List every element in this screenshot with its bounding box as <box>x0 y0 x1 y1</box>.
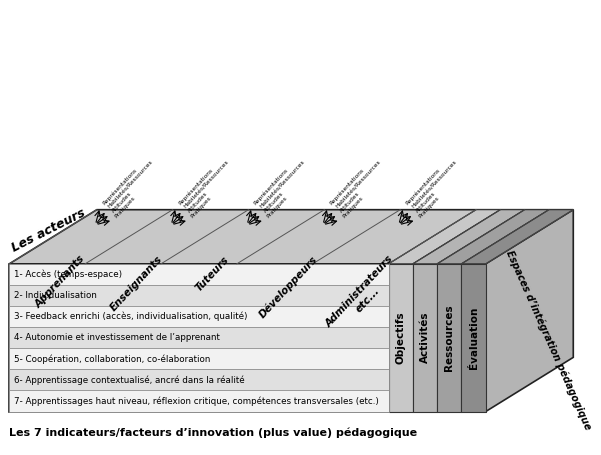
Polygon shape <box>437 210 549 264</box>
Text: Tuteurs: Tuteurs <box>194 254 231 293</box>
Text: Représentations: Représentations <box>329 167 365 206</box>
Text: 5- Coopération, collaboration, co-élaboration: 5- Coopération, collaboration, co-élabor… <box>14 354 210 364</box>
Text: Pratiques: Pratiques <box>341 195 364 219</box>
Text: Habiletés/Ressources: Habiletés/Ressources <box>411 159 458 209</box>
Polygon shape <box>9 264 388 285</box>
Text: Représentations: Représentations <box>101 167 138 206</box>
Polygon shape <box>9 369 388 390</box>
Text: Attitudes: Attitudes <box>339 191 361 213</box>
Polygon shape <box>9 264 486 411</box>
Text: Représentations: Représentations <box>252 167 290 206</box>
Text: Représentations: Représentations <box>404 167 441 206</box>
Text: Activités: Activités <box>420 312 430 364</box>
Text: Enseignants: Enseignants <box>108 254 164 313</box>
Polygon shape <box>388 264 413 411</box>
Text: 6- Apprentissage contextualisé, ancré dans la réalité: 6- Apprentissage contextualisé, ancré da… <box>14 375 245 384</box>
Polygon shape <box>413 264 437 411</box>
Text: 4- Autonomie et investissement de l’apprenant: 4- Autonomie et investissement de l’appr… <box>14 333 220 342</box>
Polygon shape <box>9 306 388 327</box>
Text: Apprenants: Apprenants <box>34 254 87 310</box>
Polygon shape <box>9 390 388 411</box>
Text: Habiletés/Ressources: Habiletés/Ressources <box>335 159 382 209</box>
Text: Attitudes: Attitudes <box>263 191 285 213</box>
Text: Habiletés/Ressources: Habiletés/Ressources <box>259 159 307 209</box>
Text: Attitudes: Attitudes <box>111 191 133 213</box>
Text: Attitudes: Attitudes <box>187 191 209 213</box>
Polygon shape <box>9 327 388 348</box>
Text: 7- Apprentissages haut niveau, réflexion critique, compétences transversales (et: 7- Apprentissages haut niveau, réflexion… <box>14 396 379 406</box>
Text: Habiletés/Ressources: Habiletés/Ressources <box>108 159 154 209</box>
Text: Représentations: Représentations <box>177 167 213 206</box>
Text: Les 7 indicateurs/facteurs d’innovation (plus value) pédagogique: Les 7 indicateurs/facteurs d’innovation … <box>9 428 418 439</box>
Text: Les acteurs: Les acteurs <box>10 206 88 254</box>
Text: Objectifs: Objectifs <box>395 311 406 364</box>
Polygon shape <box>437 264 462 411</box>
Text: Attitudes: Attitudes <box>415 191 436 213</box>
Polygon shape <box>9 348 388 369</box>
Text: 2- Indiv.dualisation: 2- Indiv.dualisation <box>14 291 97 300</box>
Polygon shape <box>413 210 525 264</box>
Text: Pratiques: Pratiques <box>266 195 288 219</box>
Polygon shape <box>388 210 501 264</box>
Text: Évaluation: Évaluation <box>469 307 478 369</box>
Text: Espaces d’intégration pédagogique: Espaces d’intégration pédagogique <box>504 249 594 431</box>
Text: Habiletés/Ressources: Habiletés/Ressources <box>183 159 230 209</box>
Polygon shape <box>9 210 573 264</box>
Text: 3- Feedback enrichi (accès, individualisation, qualité): 3- Feedback enrichi (accès, individualis… <box>14 312 248 321</box>
Text: Pratiques: Pratiques <box>114 195 136 219</box>
Text: Ressources: Ressources <box>444 304 454 371</box>
Text: 1- Accès (temps-espace): 1- Accès (temps-espace) <box>14 270 122 279</box>
Text: Pratiques: Pratiques <box>190 195 212 219</box>
Text: Développeurs: Développeurs <box>257 254 319 320</box>
Polygon shape <box>9 285 388 306</box>
Text: Pratiques: Pratiques <box>417 195 440 219</box>
Text: Administrateurs
etc...: Administrateurs etc... <box>324 254 404 338</box>
Polygon shape <box>462 264 486 411</box>
Polygon shape <box>486 210 573 411</box>
Polygon shape <box>462 210 573 264</box>
